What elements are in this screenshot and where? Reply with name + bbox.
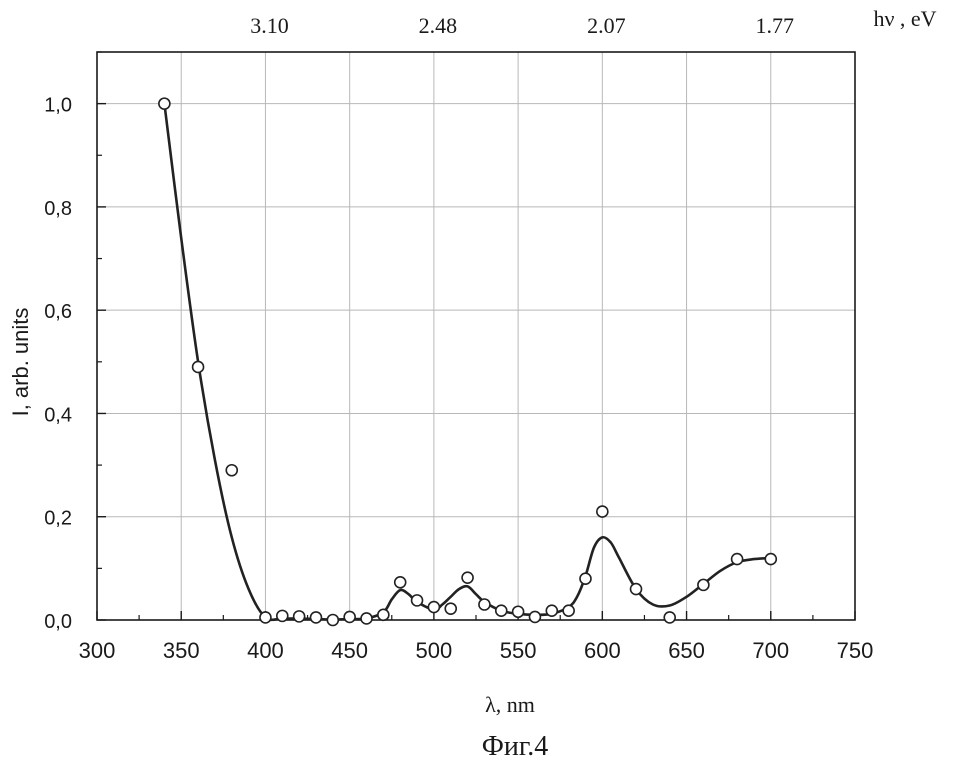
- y-tick-label: 0,0: [44, 611, 72, 633]
- top-tick-label: 1.77: [756, 13, 795, 38]
- data-point: [428, 602, 439, 613]
- data-point: [580, 573, 591, 584]
- data-points: [159, 98, 776, 625]
- data-point: [563, 605, 574, 616]
- grid-lines: [97, 52, 855, 620]
- data-point: [765, 554, 776, 565]
- data-point: [479, 599, 490, 610]
- x-tick-label: 600: [584, 638, 621, 663]
- data-point: [395, 577, 406, 588]
- x-tick-label: 350: [163, 638, 200, 663]
- data-point: [698, 579, 709, 590]
- top-axis-label: hν , eV: [873, 6, 936, 31]
- data-point: [412, 595, 423, 606]
- data-point: [546, 605, 557, 616]
- axis-ticks: [97, 52, 855, 620]
- data-point: [294, 611, 305, 622]
- data-point: [361, 613, 372, 624]
- data-point: [260, 612, 271, 623]
- data-point: [159, 98, 170, 109]
- data-point: [462, 572, 473, 583]
- fit-curve-layer: [164, 104, 770, 620]
- data-point: [496, 605, 507, 616]
- data-point: [529, 611, 540, 622]
- top-tick-label: 3.10: [250, 13, 289, 38]
- data-point: [445, 603, 456, 614]
- x-tick-label: 400: [247, 638, 284, 663]
- data-point: [327, 615, 338, 626]
- x-tick-label: 300: [79, 638, 116, 663]
- y-tick-label: 0,8: [44, 198, 72, 220]
- y-tick-label: 0,2: [44, 508, 72, 530]
- data-point: [631, 584, 642, 595]
- data-point: [277, 610, 288, 621]
- y-axis-label: I, arb. units: [8, 308, 33, 417]
- figure-caption: Фиг.4: [482, 731, 548, 762]
- fit-curve: [164, 104, 770, 620]
- data-point: [732, 554, 743, 565]
- y-tick-label: 0,4: [44, 404, 72, 426]
- data-point: [226, 465, 237, 476]
- x-tick-label: 750: [837, 638, 874, 663]
- tick-labels: 300 350 400 450 500 550 600 650 700 750 0,0 0,2 0,4 0…: [44, 13, 873, 663]
- data-point: [664, 612, 675, 623]
- plot-frame: [97, 52, 855, 620]
- data-point: [378, 609, 389, 620]
- data-point: [513, 606, 524, 617]
- y-tick-label: 0,6: [44, 301, 72, 323]
- top-tick-label: 2.07: [587, 13, 626, 38]
- x-tick-label: 650: [668, 638, 705, 663]
- x-axis-label: λ, nm: [485, 692, 535, 717]
- data-point: [310, 612, 321, 623]
- x-tick-label: 500: [416, 638, 453, 663]
- y-tick-label: 1,0: [44, 95, 72, 117]
- x-tick-label: 450: [331, 638, 368, 663]
- x-tick-label: 700: [752, 638, 789, 663]
- data-point: [193, 361, 204, 372]
- x-tick-label: 550: [500, 638, 537, 663]
- top-tick-label: 2.48: [419, 13, 458, 38]
- data-point: [597, 506, 608, 517]
- data-point: [344, 611, 355, 622]
